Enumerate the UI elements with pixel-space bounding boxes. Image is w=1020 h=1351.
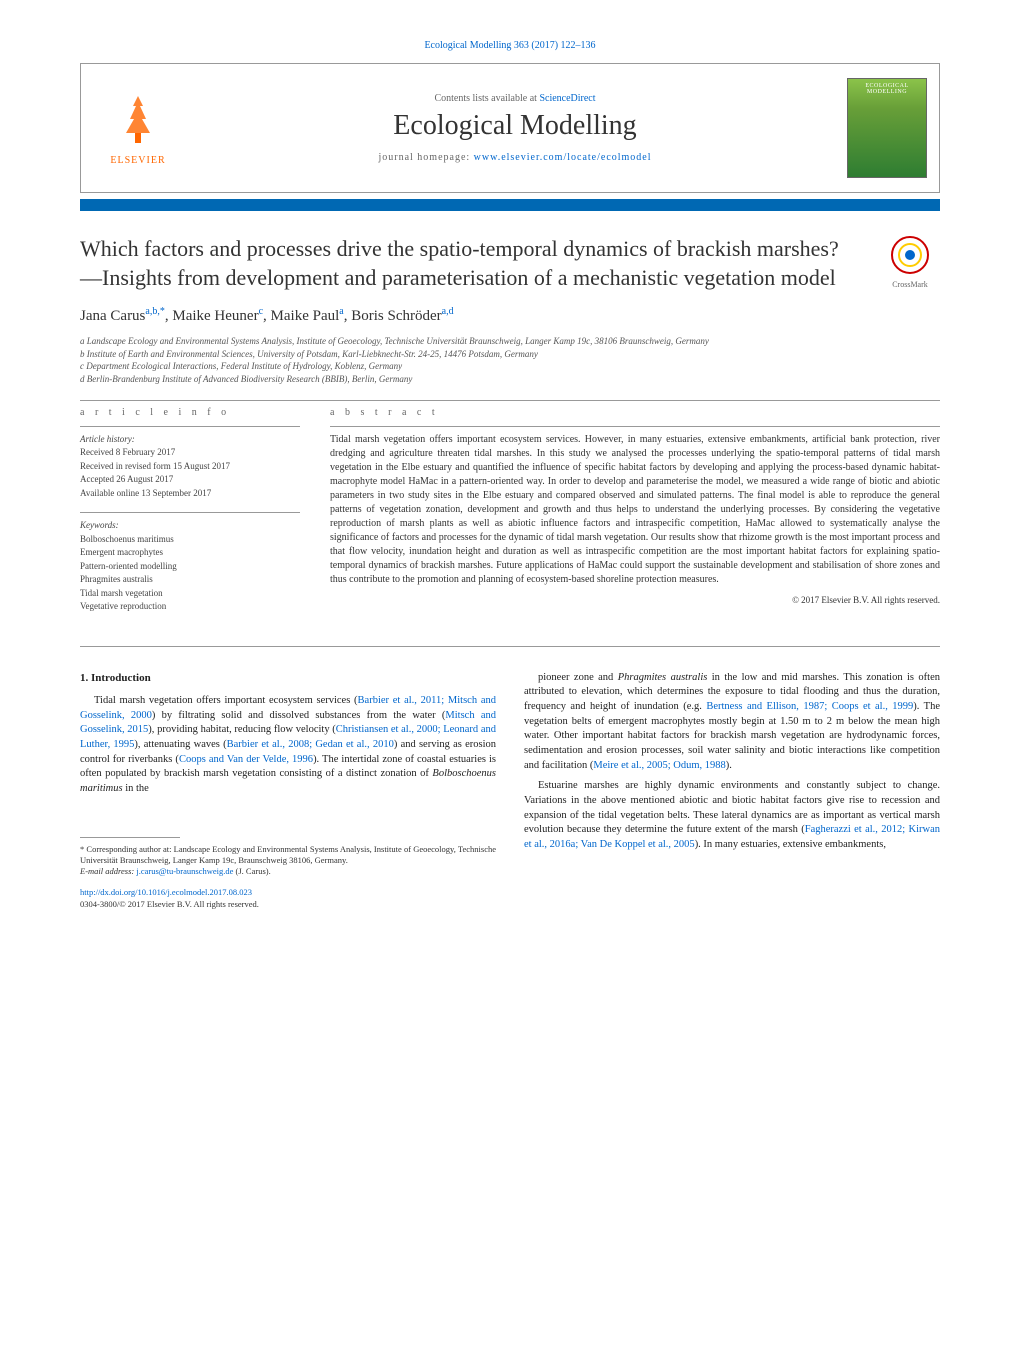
intro-paragraph: pioneer zone and Phragmites australis in… xyxy=(524,671,940,774)
article-title: Which factors and processes drive the sp… xyxy=(80,235,880,292)
keywords-block: Keywords: Bolboschoenus maritimusEmergen… xyxy=(80,519,300,614)
crossmark-badge[interactable]: CrossMark xyxy=(880,235,940,289)
body-column-right: pioneer zone and Phragmites australis in… xyxy=(524,671,940,911)
contents-available-line: Contents lists available at ScienceDirec… xyxy=(183,93,847,104)
intro-paragraph: Estuarine marshes are highly dynamic env… xyxy=(524,779,940,852)
email-label: E-mail address: xyxy=(80,866,136,876)
authors-line: Jana Carusa,b,*, Maike Heunerc, Maike Pa… xyxy=(80,306,940,325)
crossmark-icon xyxy=(890,235,930,275)
affiliations: a Landscape Ecology and Environmental Sy… xyxy=(80,335,940,385)
elsevier-tree-icon xyxy=(108,91,168,151)
homepage-link[interactable]: www.elsevier.com/locate/ecolmodel xyxy=(474,152,652,163)
journal-cover-thumbnail: ECOLOGICAL MODELLING xyxy=(847,78,927,178)
cover-title: ECOLOGICAL MODELLING xyxy=(848,79,926,95)
title-row: Which factors and processes drive the sp… xyxy=(80,235,940,292)
issn-copyright: 0304-3800/© 2017 Elsevier B.V. All right… xyxy=(80,899,259,909)
homepage-prefix: journal homepage: xyxy=(378,152,473,163)
elsevier-name: ELSEVIER xyxy=(110,155,165,166)
email-who: (J. Carus). xyxy=(233,866,270,876)
keywords-heading: Keywords: xyxy=(80,519,300,533)
abstract-column: a b s t r a c t Tidal marsh vegetation o… xyxy=(330,407,940,626)
email-link[interactable]: j.carus@tu-braunschweig.de xyxy=(136,866,233,876)
journal-name: Ecological Modelling xyxy=(183,110,847,142)
header-center: Contents lists available at ScienceDirec… xyxy=(183,93,847,163)
divider xyxy=(330,426,940,427)
divider xyxy=(80,426,300,427)
article-info-column: a r t i c l e i n f o Article history: R… xyxy=(80,407,300,626)
abstract-text: Tidal marsh vegetation offers important … xyxy=(330,433,940,587)
divider xyxy=(80,512,300,513)
contents-prefix: Contents lists available at xyxy=(434,93,539,104)
keywords-list: Bolboschoenus maritimusEmergent macrophy… xyxy=(80,533,300,614)
article-info-label: a r t i c l e i n f o xyxy=(80,407,300,418)
sciencedirect-link[interactable]: ScienceDirect xyxy=(539,93,595,104)
crossmark-label: CrossMark xyxy=(880,280,940,289)
abstract-label: a b s t r a c t xyxy=(330,407,940,418)
intro-paragraph: Tidal marsh vegetation offers important … xyxy=(80,694,496,797)
footnote-separator xyxy=(80,837,180,838)
elsevier-logo: ELSEVIER xyxy=(93,78,183,178)
homepage-line: journal homepage: www.elsevier.com/locat… xyxy=(183,152,847,163)
email-line: E-mail address: j.carus@tu-braunschweig.… xyxy=(80,866,496,877)
divider xyxy=(80,646,940,647)
body-column-left: 1. Introduction Tidal marsh vegetation o… xyxy=(80,671,496,911)
section-heading-intro: 1. Introduction xyxy=(80,671,496,686)
corresponding-author-note: * Corresponding author at: Landscape Eco… xyxy=(80,844,496,866)
article-history: Article history: Received 8 February 201… xyxy=(80,433,300,501)
doi-link[interactable]: http://dx.doi.org/10.1016/j.ecolmodel.20… xyxy=(80,887,252,897)
journal-header: ELSEVIER Contents lists available at Sci… xyxy=(80,63,940,193)
footnotes: * Corresponding author at: Landscape Eco… xyxy=(80,844,496,877)
journal-reference: Ecological Modelling 363 (2017) 122–136 xyxy=(80,40,940,51)
history-list: Received 8 February 2017Received in revi… xyxy=(80,446,300,500)
divider xyxy=(80,400,940,401)
header-color-bar xyxy=(80,199,940,211)
body-two-column: 1. Introduction Tidal marsh vegetation o… xyxy=(80,671,940,911)
info-abstract-row: a r t i c l e i n f o Article history: R… xyxy=(80,407,940,626)
abstract-copyright: © 2017 Elsevier B.V. All rights reserved… xyxy=(330,595,940,605)
history-heading: Article history: xyxy=(80,433,300,447)
doi-block: http://dx.doi.org/10.1016/j.ecolmodel.20… xyxy=(80,887,496,911)
